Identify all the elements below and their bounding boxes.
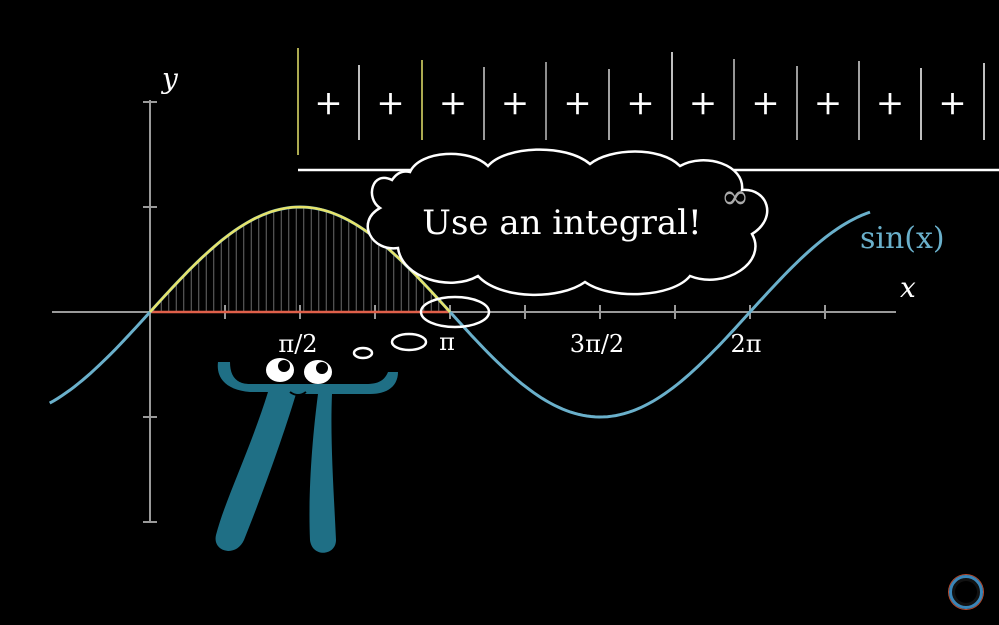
sum-row-plus-signs: + + + + + + + + + + + <box>314 83 967 123</box>
curve-label: sin(x) <box>860 221 945 256</box>
plus-sign: + <box>689 83 718 123</box>
thought-bubble: ∞ Use an integral! <box>352 148 769 360</box>
plus-sign: + <box>376 83 405 123</box>
tick-label-2pi: 2π <box>730 330 761 358</box>
plus-sign: + <box>876 83 905 123</box>
plus-sign: + <box>314 83 343 123</box>
thought-bubble-dot-small <box>352 346 374 360</box>
pi-creature-mouth <box>289 391 307 396</box>
pi-creature-body <box>215 362 398 553</box>
plus-sign: + <box>439 83 468 123</box>
plus-sign: + <box>938 83 967 123</box>
tick-label-pi: π <box>439 328 455 356</box>
sum-row-bars <box>297 48 985 155</box>
tick-label-pi-half: π/2 <box>278 330 317 358</box>
thought-bubble-dot-medium <box>390 332 428 352</box>
thought-bubble-cloud <box>366 148 769 296</box>
x-axis-label: x <box>900 271 916 304</box>
plus-sign: + <box>814 83 843 123</box>
plus-sign: + <box>626 83 655 123</box>
pi-creature-pupil-right <box>316 362 328 374</box>
pi-creature-pupil-left <box>278 360 290 372</box>
plus-sign: + <box>501 83 530 123</box>
arch-curve <box>149 205 451 313</box>
plus-sign: + <box>563 83 592 123</box>
3b1b-logo-icon <box>949 575 983 609</box>
thought-bubble-dot-large <box>419 295 491 329</box>
thought-bubble-text: Use an integral! <box>422 203 701 243</box>
area-under-curve-bars <box>153 207 447 312</box>
pi-creature-icon <box>215 358 398 553</box>
infinity-symbol: ∞ <box>721 177 749 217</box>
y-axis-label: y <box>160 62 179 95</box>
y-axis-ticks <box>143 101 157 523</box>
plus-sign: + <box>751 83 780 123</box>
tick-label-3pi-half: 3π/2 <box>570 330 624 358</box>
